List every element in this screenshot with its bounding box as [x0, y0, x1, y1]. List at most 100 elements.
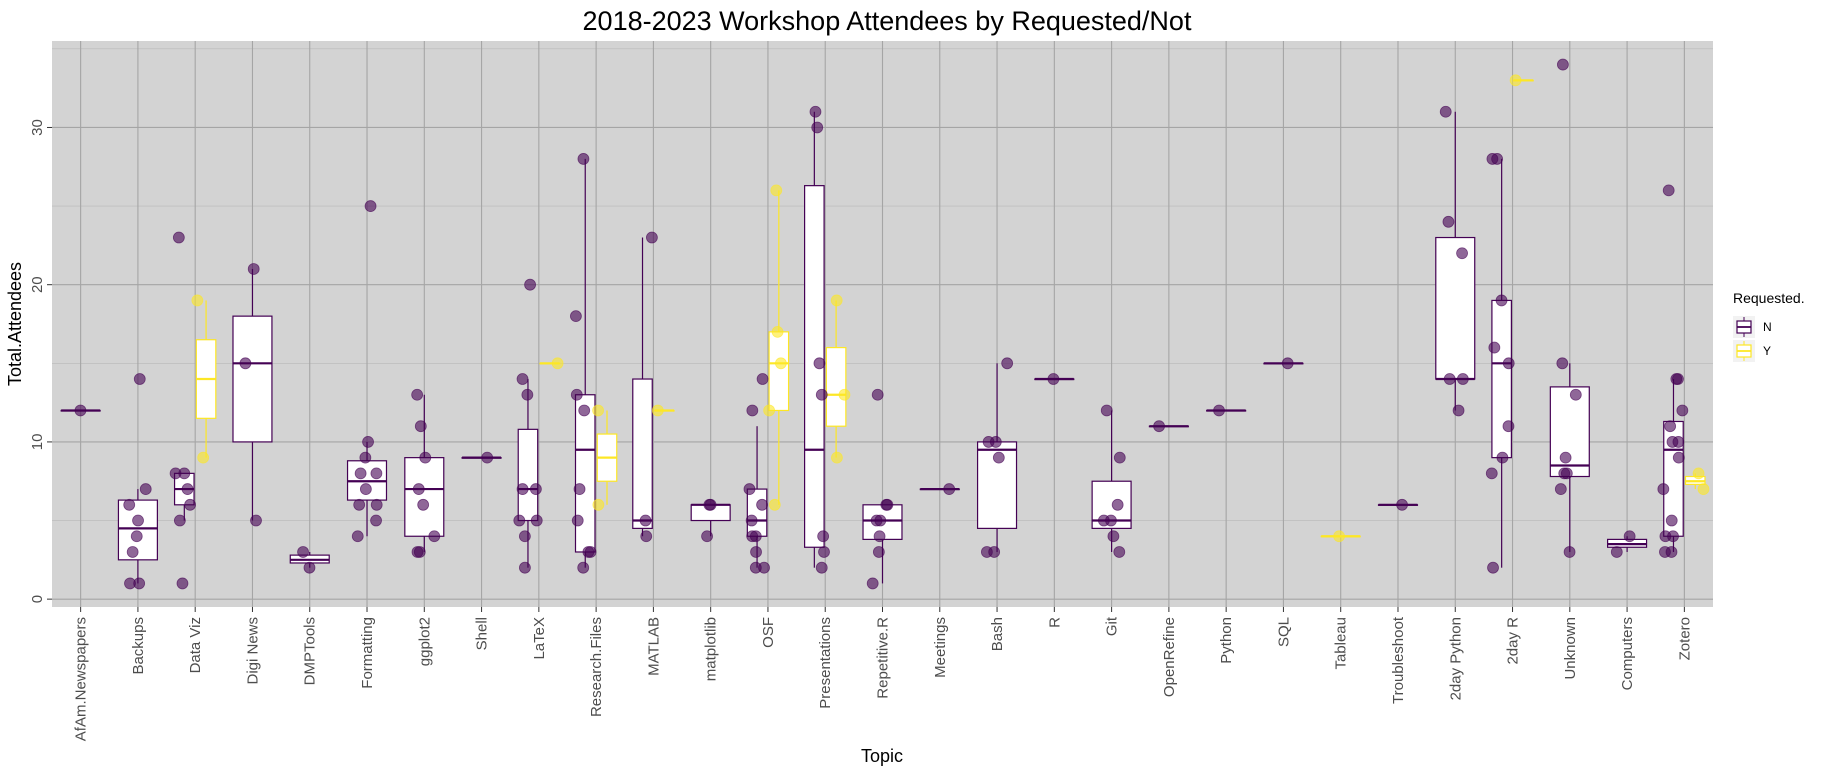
x-tick-label-python: Python: [1218, 617, 1235, 664]
point-openrefine-n: [1153, 420, 1165, 433]
box-2day-r-n: [1491, 299, 1512, 459]
point-backups-n: [139, 483, 152, 495]
x-axis-title: Topic: [861, 746, 903, 766]
point-2day-r-n: [1491, 153, 1504, 165]
point-git-n: [1113, 451, 1126, 464]
point-2day-python-n: [1439, 105, 1452, 118]
point-backups-n: [132, 514, 144, 527]
point-unknown-n: [1569, 388, 1582, 401]
point-git-n: [1111, 498, 1124, 511]
x-tick-label-git: Git: [1104, 616, 1121, 636]
point-unknown-n: [1556, 357, 1569, 370]
point-data-viz-n: [176, 577, 189, 590]
point-repetitive-r-n: [872, 546, 885, 558]
point-matlab-n: [645, 231, 658, 244]
x-tick-label-2day-r: 2day R: [1505, 617, 1522, 665]
x-tick-label-2day-python: 2day Python: [1447, 617, 1464, 700]
point-digi-news-n: [247, 263, 260, 275]
x-tick-label-unknown: Unknown: [1562, 617, 1579, 680]
point-bash-n: [1001, 357, 1014, 370]
point-formatting-n: [353, 498, 366, 511]
point-2day-python-n: [1456, 373, 1469, 385]
point-zotero-n: [1672, 436, 1685, 448]
point-computers-n: [1623, 530, 1636, 543]
point-git-n: [1107, 530, 1120, 543]
point-2day-r-n: [1502, 420, 1515, 433]
point-data-viz-n: [173, 514, 186, 527]
x-tick-label-repetitive-r: Repetitive.R: [875, 617, 892, 699]
point-formatting-n: [370, 514, 382, 527]
point-zotero-n: [1665, 546, 1678, 558]
point-unknown-n: [1556, 58, 1569, 71]
point-2day-python-n: [1452, 404, 1465, 417]
y-axis-title: Total.Attendees: [5, 262, 25, 386]
point-dmptools-n: [297, 546, 309, 558]
point-matplotlib-n: [701, 530, 713, 543]
point-digi-news-n: [239, 357, 252, 370]
x-tick-label-openrefine: OpenRefine: [1161, 617, 1178, 697]
point-presentations-n: [815, 561, 828, 574]
point-research-files-n: [577, 561, 590, 574]
point-formatting-n: [370, 498, 383, 511]
point-repetitive-r-n: [873, 530, 886, 543]
point-unknown-n: [1558, 467, 1571, 480]
legend-label-n: N: [1763, 320, 1772, 334]
x-tick-label-research-files: Research.Files: [588, 617, 605, 717]
point-git-n: [1113, 546, 1126, 558]
point-formatting-n: [359, 451, 372, 464]
point-osf-y: [763, 404, 776, 417]
point-formatting-n: [362, 436, 374, 448]
point-backups-n: [124, 577, 136, 590]
x-tick-label-afam-newspapers: AfAm.Newspapers: [73, 617, 90, 741]
box-presentations-y: [825, 346, 847, 427]
y-tick-label: 0: [29, 595, 46, 603]
point-osf-n: [743, 483, 756, 495]
y-tick-label: 20: [29, 276, 46, 293]
box-osf-y: [768, 331, 790, 412]
box-osf-n: [746, 488, 768, 537]
point-zotero-n: [1667, 530, 1679, 543]
point-git-n: [1100, 404, 1113, 417]
point-osf-n: [750, 546, 762, 558]
point-unknown-n: [1563, 546, 1576, 558]
point-formatting-n: [359, 483, 372, 495]
point-meetings-n: [943, 483, 956, 495]
box-2day-python-n: [1435, 236, 1476, 380]
point-matlab-n: [640, 530, 653, 543]
point-troubleshoot-n: [1396, 498, 1408, 511]
box-research-files-n: [574, 394, 596, 553]
box-unknown-n: [1549, 386, 1590, 478]
axes: 0 10 20 30 AfAm.Newspapers Backups Data Viz Dig…: [29, 119, 1693, 741]
point-research-files-n: [571, 514, 584, 527]
legend-label-y: Y: [1763, 344, 1771, 358]
box-ggplot2-n: [404, 457, 445, 537]
point-ggplot2-n: [411, 546, 424, 558]
x-tick-label-bash: Bash: [989, 617, 1006, 651]
point-bash-n: [992, 451, 1005, 464]
x-tick-label-osf: OSF: [760, 617, 777, 648]
point-zotero-y: [1692, 467, 1705, 480]
point-osf-y: [768, 498, 781, 511]
point-2day-r-n: [1485, 467, 1498, 480]
point-backups-n: [133, 373, 146, 385]
x-tick-label-tableau: Tableau: [1333, 617, 1350, 670]
point-digi-news-n: [250, 514, 262, 527]
point-osf-n: [758, 561, 770, 574]
y-tick-label: 10: [29, 434, 46, 451]
point-backups-n: [130, 530, 143, 543]
point-research-files-n: [570, 388, 583, 401]
point-ggplot2-n: [419, 451, 432, 464]
point-presentations-y: [830, 294, 843, 307]
box-latex-n: [517, 428, 539, 522]
point-2day-r-n: [1495, 294, 1508, 307]
point-presentations-n: [811, 121, 824, 134]
x-tick-label-digi-news: Digi News: [244, 617, 261, 685]
point-formatting-n: [364, 200, 377, 212]
point-matplotlib-n: [704, 498, 717, 511]
point-data-viz-n: [172, 231, 185, 244]
point-latex-n: [521, 388, 534, 401]
x-tick-label-zotero: Zotero: [1676, 617, 1693, 660]
point-repetitive-r-n: [871, 388, 884, 401]
point-zotero-n: [1657, 483, 1670, 495]
